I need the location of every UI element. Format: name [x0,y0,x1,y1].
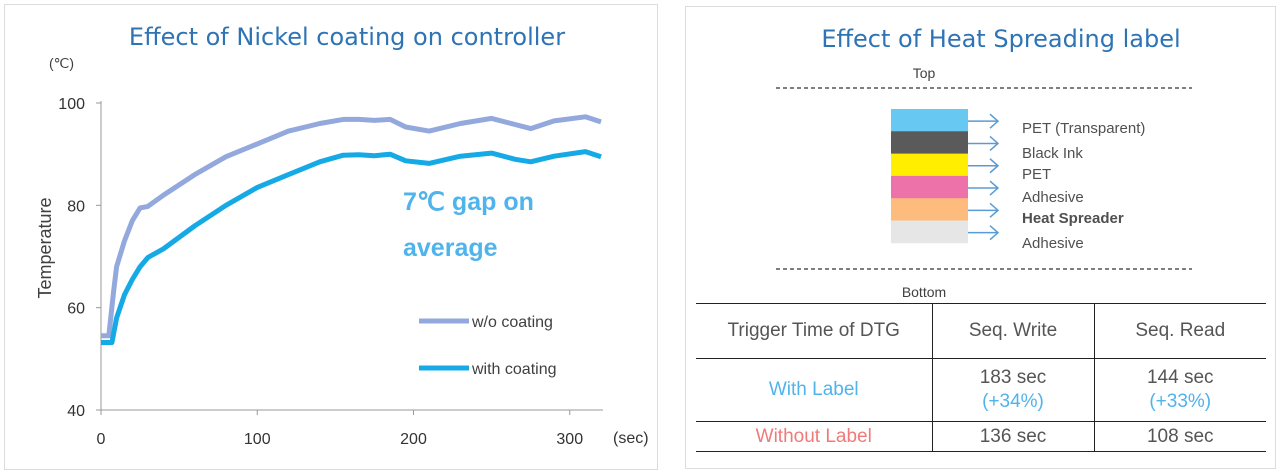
layer-arrow [968,158,1000,174]
layer-label: Adhesive [1022,235,1084,252]
chart-title: Effect of Nickel coating on controller [129,23,565,51]
table-row: Without Label 136 sec 108 sec [696,421,1266,452]
table-header-row: Trigger Time of DTG Seq. Write Seq. Read [696,303,1266,359]
x-tick-label: 100 [244,431,271,448]
x-tick-labels: 0 100 200 300 [97,410,583,448]
layer-arrow [968,180,1000,196]
row-label-without-label: Without Label [696,421,932,452]
y-axis-title: Temperature [35,197,55,298]
y-tick-label: 60 [67,301,85,318]
col-header-trigger: Trigger Time of DTG [696,303,932,359]
gap-annotation-line1: 7℃ gap on [403,188,534,216]
y-unit-label: (℃) [49,55,74,71]
legend-label-wo-coating: w/o coating [471,314,553,331]
x-tick-label: 200 [400,431,427,448]
nickel-coating-chart-panel: Effect of Nickel coating on controller (… [4,4,658,470]
heat-spreading-panel: Effect of Heat Spreading label Top PET (… [685,6,1276,469]
value: 183 sec [979,367,1047,388]
layer-block [891,220,968,244]
delta: (+34%) [982,391,1044,412]
x-tick-label: 0 [97,431,106,448]
col-header-seq-read: Seq. Read [1093,303,1266,359]
layer-block [891,109,968,132]
diagram-title: Effect of Heat Spreading label [821,25,1180,53]
layer-block [891,131,968,155]
row-label-with-label: With Label [696,358,932,422]
cell-with-write: 183 sec (+34%) [931,358,1094,422]
axes [100,101,603,411]
table-row: With Label 183 sec (+34%) 144 sec (+33%) [696,358,1266,422]
top-label: Top [913,65,936,81]
layer-block [891,198,968,221]
series-line-with-coating [101,149,602,345]
layer-block [891,153,968,177]
layer-arrow [968,225,1000,241]
value: 144 sec [1146,367,1214,388]
cell-with-read: 144 sec (+33%) [1093,358,1266,422]
y-tick-label: 40 [67,403,85,420]
layer-arrow [968,202,1000,218]
x-axis-unit: (sec) [613,430,649,447]
layer-label: PET [1022,166,1051,183]
dtg-table: Trigger Time of DTG Seq. Write Seq. Read… [696,303,1266,452]
series-lines [101,114,602,345]
series-line-wo-coating [101,114,602,339]
y-tick-label: 100 [58,96,85,113]
legend: w/o coating with coating [419,314,557,378]
y-tick-labels: 40 60 80 100 [58,96,101,420]
gap-annotation-line2: average [403,234,498,262]
layer-label: Adhesive [1022,189,1084,206]
layer-label: Black Ink [1022,145,1083,162]
layer-arrow [968,135,1000,152]
line-chart: Effect of Nickel coating on controller (… [35,23,649,448]
layer-block [891,175,968,199]
layer-label: Heat Spreader [1022,210,1124,227]
layer-stack: PET (Transparent) Black Ink PET Adhesive Hea… [891,109,1145,252]
cell-without-write: 136 sec [931,421,1094,452]
cell-without-read: 108 sec [1093,421,1266,452]
legend-label-with-coating: with coating [471,361,557,378]
y-tick-label: 80 [67,198,85,215]
layer-label: PET (Transparent) [1022,120,1145,137]
layer-diagram: Effect of Heat Spreading label Top PET (… [776,25,1192,300]
bottom-label: Bottom [902,284,946,300]
x-tick-label: 300 [556,431,583,448]
layer-arrow [968,113,1000,129]
col-header-seq-write: Seq. Write [931,303,1094,359]
delta: (+33%) [1149,391,1212,412]
